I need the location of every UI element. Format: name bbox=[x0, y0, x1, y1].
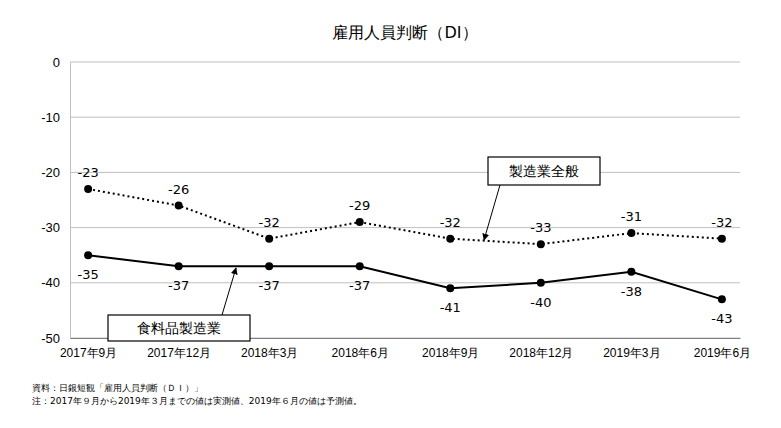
x-tick-label: 2019年3月 bbox=[603, 346, 660, 360]
grid-line bbox=[70, 62, 740, 63]
grid-line bbox=[70, 227, 740, 228]
x-tick: 2019年3月 bbox=[603, 338, 660, 360]
x-tick: 2018年12月 bbox=[509, 338, 573, 360]
title: 雇用人員判断（DI） bbox=[332, 23, 477, 42]
data-label: -32 bbox=[711, 215, 732, 230]
series-line bbox=[88, 189, 722, 244]
y-tick-label: 0 bbox=[53, 55, 60, 70]
legend-label: 食料品製造業 bbox=[137, 320, 221, 336]
series-marker bbox=[265, 262, 273, 270]
source: 資料：日銀短観「雇用人員判断（ＤＩ）」 bbox=[32, 383, 203, 393]
x-tick-label: 2017年12月 bbox=[147, 346, 211, 360]
legend: 製造業全般食料品製造業 bbox=[108, 157, 600, 341]
series-marker bbox=[356, 218, 364, 226]
series-marker bbox=[627, 268, 635, 276]
data-label: -41 bbox=[440, 300, 461, 315]
series-marker bbox=[627, 229, 635, 237]
data-label: -37 bbox=[259, 278, 280, 293]
series-marker bbox=[537, 279, 545, 287]
legend-arrow bbox=[484, 185, 500, 240]
data-label: -37 bbox=[349, 278, 370, 293]
legend-box bbox=[108, 315, 250, 341]
data-label: -37 bbox=[168, 278, 189, 293]
x-tick: 2018年9月 bbox=[422, 338, 479, 360]
x-tick: 2018年6月 bbox=[332, 338, 389, 360]
x-tick-label: 2018年12月 bbox=[509, 346, 573, 360]
grid bbox=[70, 62, 740, 338]
x-tick-label: 2017年9月 bbox=[60, 346, 117, 360]
series-marker bbox=[718, 235, 726, 243]
y-axis: -50 -40 -30 -20 -10 0 bbox=[41, 55, 70, 346]
data-label: -35 bbox=[77, 267, 98, 282]
data-label: -33 bbox=[530, 220, 551, 235]
y-tick-label: -10 bbox=[41, 110, 60, 125]
note: 注：2017年９月から2019年３月までの値は実測値、2019年６月の値は予測値… bbox=[32, 396, 362, 406]
y-tick: -30 bbox=[41, 220, 70, 235]
chart: 雇用人員判断（DI） -50 -40 -30 -20 -10 0 2017年9月 2017年12… bbox=[0, 0, 781, 428]
y-tick: -40 bbox=[41, 275, 70, 290]
y-tick-label: -40 bbox=[41, 275, 60, 290]
data-label: -31 bbox=[621, 209, 642, 224]
data-label: -40 bbox=[530, 295, 551, 310]
x-tick-label: 2018年6月 bbox=[332, 346, 389, 360]
series-marker bbox=[537, 240, 545, 248]
y-tick-label: -50 bbox=[41, 331, 60, 346]
series-marker bbox=[718, 295, 726, 303]
legend-label: 製造業全般 bbox=[509, 163, 579, 179]
data-label: -32 bbox=[259, 215, 280, 230]
y-tick: -20 bbox=[41, 165, 70, 180]
data-label: -43 bbox=[711, 311, 732, 326]
data-labels: -23 -26 -32 -29 -32 -33 -31 -32 -35 -37 -37 -37 -41 -… bbox=[77, 165, 732, 326]
series-line bbox=[88, 255, 722, 299]
y-tick-label: -30 bbox=[41, 220, 60, 235]
series-marker bbox=[356, 262, 364, 270]
series-marker bbox=[175, 262, 183, 270]
series-marker bbox=[175, 202, 183, 210]
data-label: -38 bbox=[621, 284, 642, 299]
y-tick-label: -20 bbox=[41, 165, 60, 180]
legend-arrow bbox=[222, 268, 236, 315]
y-tick: -50 bbox=[41, 331, 70, 346]
series-marker bbox=[446, 284, 454, 292]
series-marker bbox=[446, 235, 454, 243]
series-marker bbox=[84, 251, 92, 259]
plot-area bbox=[84, 185, 726, 303]
data-label: -23 bbox=[77, 165, 98, 180]
data-label: -26 bbox=[168, 182, 189, 197]
x-tick-label: 2018年3月 bbox=[241, 346, 298, 360]
y-tick: -10 bbox=[41, 110, 70, 125]
x-tick-label: 2019年6月 bbox=[694, 346, 751, 360]
y-axis-line bbox=[70, 63, 71, 339]
x-tick-label: 2018年9月 bbox=[422, 346, 479, 360]
grid-line bbox=[70, 172, 740, 173]
grid-line bbox=[70, 117, 740, 118]
data-label: -29 bbox=[349, 198, 370, 213]
series-marker bbox=[84, 185, 92, 193]
series-marker bbox=[265, 235, 273, 243]
legend-box bbox=[488, 157, 600, 185]
y-tick: 0 bbox=[53, 55, 70, 70]
data-label: -32 bbox=[440, 215, 461, 230]
x-tick: 2019年6月 bbox=[694, 338, 751, 360]
